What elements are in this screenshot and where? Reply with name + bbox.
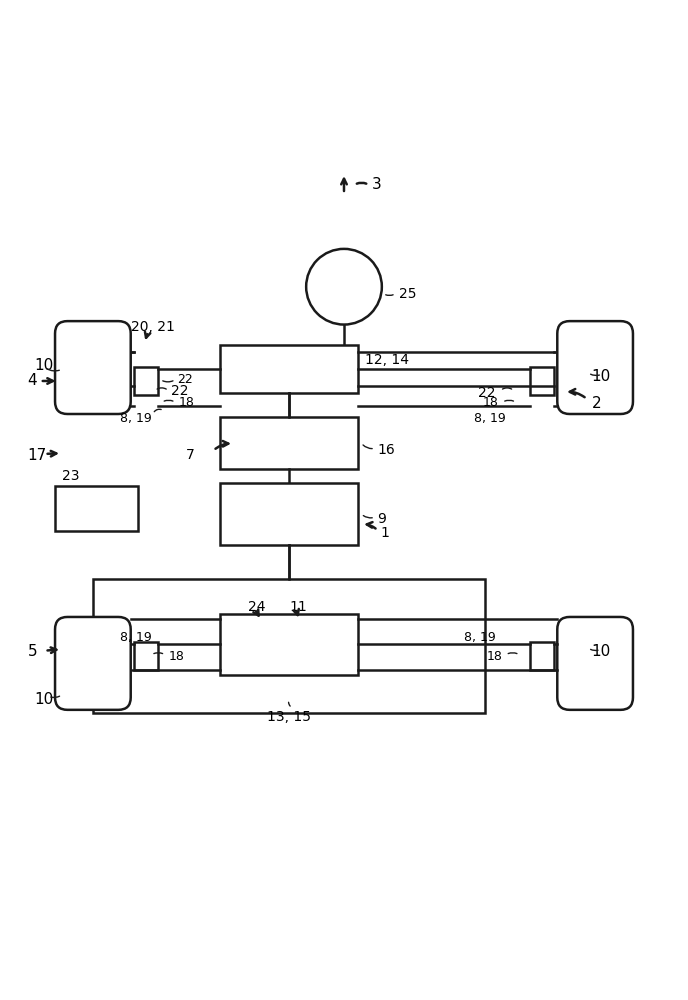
FancyBboxPatch shape	[557, 321, 633, 414]
Text: 11: 11	[289, 600, 307, 614]
Text: 8, 19: 8, 19	[464, 631, 495, 644]
FancyBboxPatch shape	[134, 367, 158, 395]
Text: 10: 10	[592, 369, 611, 384]
Text: 22: 22	[177, 373, 193, 386]
FancyBboxPatch shape	[220, 345, 358, 393]
FancyBboxPatch shape	[557, 617, 633, 710]
Text: 18: 18	[486, 650, 502, 663]
Text: 16: 16	[377, 443, 395, 457]
Text: 4: 4	[28, 373, 37, 388]
Text: 10: 10	[34, 692, 54, 707]
Text: 12, 14: 12, 14	[365, 353, 409, 367]
Text: 25: 25	[399, 287, 416, 301]
Text: 1: 1	[380, 526, 389, 540]
Text: 18: 18	[169, 650, 184, 663]
Text: 2: 2	[592, 396, 601, 411]
FancyBboxPatch shape	[530, 367, 554, 395]
FancyBboxPatch shape	[93, 579, 485, 713]
Text: 20, 21: 20, 21	[131, 320, 175, 334]
FancyBboxPatch shape	[55, 321, 131, 414]
Text: 18: 18	[179, 396, 195, 409]
FancyBboxPatch shape	[530, 642, 554, 670]
Text: 9: 9	[377, 512, 386, 526]
Text: 8, 19: 8, 19	[474, 412, 506, 425]
FancyBboxPatch shape	[220, 483, 358, 545]
Text: 22: 22	[478, 386, 495, 400]
Text: 17: 17	[28, 448, 47, 463]
Text: 18: 18	[483, 396, 499, 409]
Text: 8, 19: 8, 19	[120, 631, 152, 644]
Text: 23: 23	[62, 469, 79, 483]
FancyBboxPatch shape	[220, 614, 358, 675]
Text: 10: 10	[34, 358, 54, 373]
Text: 8, 19: 8, 19	[120, 412, 152, 425]
Text: 24: 24	[248, 600, 265, 614]
Text: 5: 5	[28, 644, 37, 659]
FancyBboxPatch shape	[220, 417, 358, 469]
Text: 10: 10	[592, 644, 611, 659]
Text: 3: 3	[372, 177, 381, 192]
FancyBboxPatch shape	[55, 617, 131, 710]
Text: 22: 22	[171, 384, 188, 398]
FancyBboxPatch shape	[134, 642, 158, 670]
Text: 7: 7	[186, 448, 195, 462]
FancyBboxPatch shape	[55, 486, 138, 531]
Text: 13, 15: 13, 15	[267, 710, 311, 724]
